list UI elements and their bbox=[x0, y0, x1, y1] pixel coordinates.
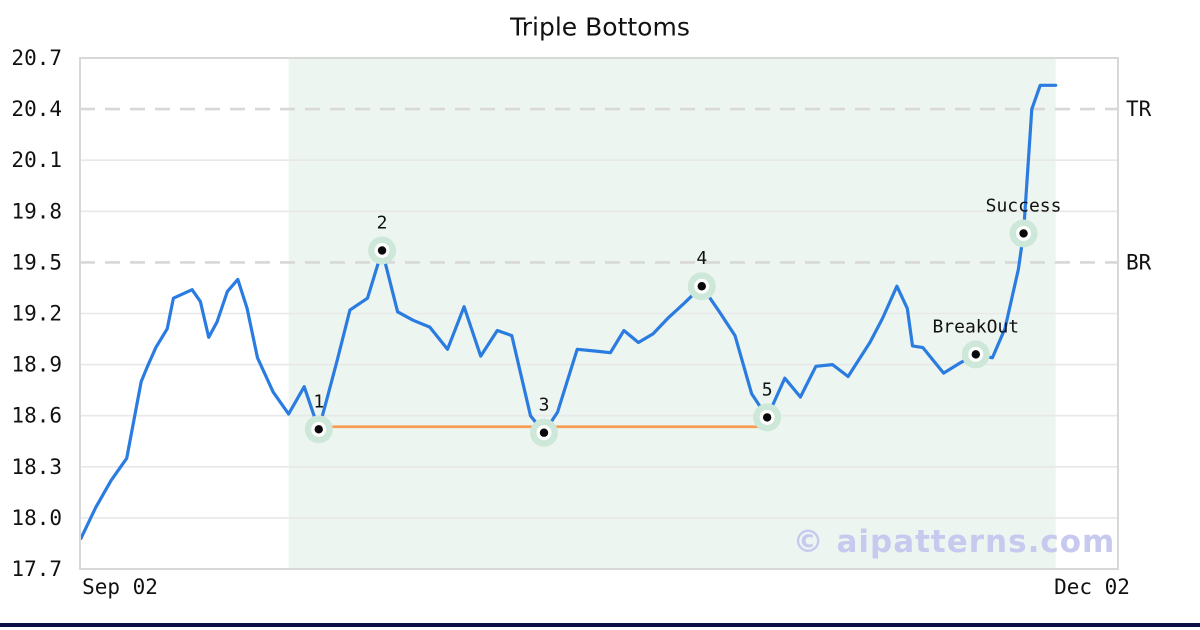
marker-dot bbox=[697, 282, 706, 291]
marker-label-3: 3 bbox=[539, 395, 550, 416]
y-tick-label: 19.8 bbox=[11, 199, 62, 223]
marker-dot bbox=[1019, 229, 1028, 238]
y-tick-label: 20.4 bbox=[11, 97, 62, 121]
y-tick-label: 20.1 bbox=[11, 148, 62, 172]
plot-frame bbox=[79, 57, 1119, 570]
marker-label-breakout: BreakOut bbox=[932, 316, 1019, 337]
marker-label-4: 4 bbox=[696, 248, 707, 269]
marker-dot bbox=[762, 413, 772, 422]
marker-dot bbox=[377, 246, 387, 255]
y-tick-label: 18.0 bbox=[11, 506, 62, 530]
y-tick-label: 18.9 bbox=[11, 353, 62, 377]
marker-dot bbox=[314, 425, 323, 434]
chart-title: Triple Bottoms bbox=[510, 12, 690, 42]
y-tick-label: 17.7 bbox=[11, 557, 62, 581]
marker-label-1: 1 bbox=[313, 391, 324, 412]
x-tick-end: Dec 02 bbox=[1054, 575, 1130, 599]
watermark: © aipatterns.com bbox=[792, 524, 1116, 560]
x-tick-start: Sep 02 bbox=[82, 575, 158, 599]
y-tick-label: 19.5 bbox=[11, 250, 62, 274]
level-label-br: BR bbox=[1126, 250, 1152, 274]
y-tick-label: 19.2 bbox=[11, 302, 62, 326]
level-label-tr: TR bbox=[1126, 97, 1152, 121]
y-tick-label: 18.6 bbox=[11, 404, 62, 428]
marker-label-2: 2 bbox=[377, 212, 388, 233]
marker-label-5: 5 bbox=[762, 379, 773, 400]
footer-accent-bar bbox=[0, 623, 1200, 627]
marker-label-success: Success bbox=[986, 195, 1062, 216]
y-tick-label: 20.7 bbox=[11, 46, 62, 70]
marker-dot bbox=[539, 428, 549, 437]
y-tick-label: 18.3 bbox=[11, 455, 62, 479]
marker-dot bbox=[971, 350, 980, 359]
